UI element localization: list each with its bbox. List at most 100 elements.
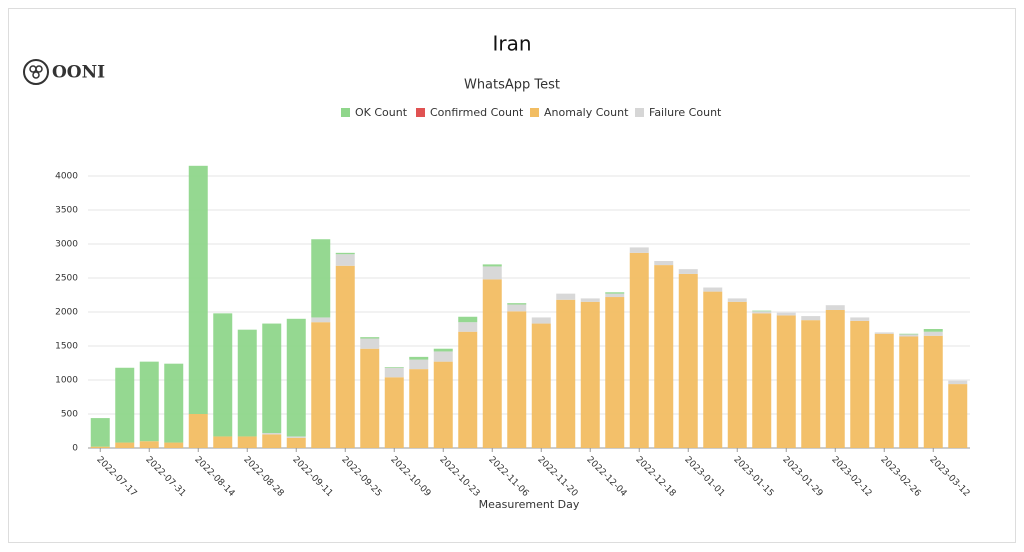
bar-segment: [923, 329, 943, 332]
bar-segment: [605, 297, 625, 448]
bar-segment: [703, 287, 723, 292]
chart-title: Iran: [492, 32, 531, 56]
bar-segment: [360, 337, 380, 339]
bar-segment: [262, 434, 282, 448]
bar-segment: [678, 273, 698, 448]
bar-segment: [188, 165, 208, 414]
y-tick-label: 0: [72, 444, 78, 454]
bar-segment: [580, 301, 600, 448]
bar-segment: [409, 356, 429, 360]
y-tick-label: 3500: [55, 206, 78, 216]
bar-segment: [458, 322, 478, 332]
bar-segment: [213, 313, 233, 437]
bar-segment: [507, 304, 527, 312]
y-tick-label: 500: [61, 410, 78, 420]
y-tick-label: 2000: [55, 308, 78, 318]
legend-swatch: [635, 108, 644, 117]
bar-segment: [139, 361, 159, 442]
bar-segment: [384, 377, 404, 448]
bar-segment: [923, 335, 943, 448]
bar-segment: [923, 331, 943, 336]
bar-segment: [605, 293, 625, 298]
bar-segment: [899, 334, 919, 337]
bar-segment: [752, 313, 772, 448]
bar-segment: [874, 332, 894, 334]
y-tick-label: 4000: [55, 172, 78, 182]
frame: [8, 8, 1016, 543]
legend-swatch: [341, 108, 350, 117]
bar-segment: [654, 265, 674, 448]
bar-segment: [286, 437, 306, 448]
bar-segment: [458, 331, 478, 448]
bar-segment: [507, 311, 527, 448]
bar-segment: [335, 254, 355, 266]
bar-segment: [556, 299, 576, 448]
bar-segment: [482, 264, 502, 267]
bar-segment: [311, 322, 331, 448]
y-tick-label: 3000: [55, 240, 78, 250]
legend-label: Failure Count: [649, 106, 722, 119]
bar-segment: [580, 298, 600, 302]
bar-segment: [948, 384, 968, 448]
bar-segment: [801, 320, 821, 448]
bar-segment: [482, 266, 502, 280]
bar-segment: [629, 247, 649, 253]
y-tick-label: 1500: [55, 342, 78, 352]
bar-segment: [237, 436, 257, 448]
y-tick-label: 2500: [55, 274, 78, 284]
legend-label: Anomaly Count: [544, 106, 629, 119]
bar-segment: [384, 367, 404, 368]
bar-segment: [556, 293, 576, 300]
bar-segment: [433, 351, 453, 362]
y-tick-label: 1000: [55, 376, 78, 386]
bar-segment: [654, 261, 674, 266]
bar-segment: [409, 359, 429, 370]
bar-segment: [335, 265, 355, 448]
bar-segment: [703, 291, 723, 448]
legend-label: Confirmed Count: [430, 106, 524, 119]
bar-segment: [850, 317, 870, 321]
logo-icon: [23, 59, 49, 85]
bar-segment: [360, 348, 380, 448]
legend-swatch: [416, 108, 425, 117]
bar-segment: [825, 309, 845, 448]
bar-segment: [825, 305, 845, 310]
bar-segment: [262, 433, 282, 435]
bar-segment: [164, 363, 184, 443]
bar-segment: [531, 317, 551, 324]
bar-segment: [850, 320, 870, 448]
bar-segment: [115, 442, 135, 448]
bar-segment: [311, 239, 331, 318]
bar-segment: [752, 310, 772, 312]
chart-subtitle: WhatsApp Test: [464, 78, 560, 93]
x-axis-label: Measurement Day: [479, 498, 580, 511]
bar-segment: [776, 315, 796, 448]
bar-segment: [727, 298, 747, 302]
bar-segment: [237, 329, 257, 437]
bar-segment: [433, 348, 453, 352]
bar-segment: [629, 252, 649, 448]
bar-segment: [335, 252, 355, 255]
bar-segment: [115, 367, 135, 443]
bar-segment: [678, 269, 698, 274]
bar-segment: [899, 333, 919, 335]
bar-segment: [899, 336, 919, 448]
logo-icon: [35, 65, 43, 73]
bar-segment: [139, 441, 159, 448]
legend-label: OK Count: [355, 106, 408, 119]
logo: OONI: [23, 59, 105, 85]
legend-swatch: [530, 108, 539, 117]
bar-segment: [262, 323, 282, 434]
bar-segment: [874, 333, 894, 448]
bar-segment: [384, 367, 404, 378]
bar-segment: [286, 318, 306, 437]
bar-segment: [776, 312, 796, 316]
bar-segment: [409, 369, 429, 448]
bar-segment: [531, 323, 551, 448]
bar-segment: [507, 303, 527, 305]
bar-segment: [752, 311, 772, 314]
bar-segment: [458, 316, 478, 323]
bar-segment: [433, 361, 453, 448]
